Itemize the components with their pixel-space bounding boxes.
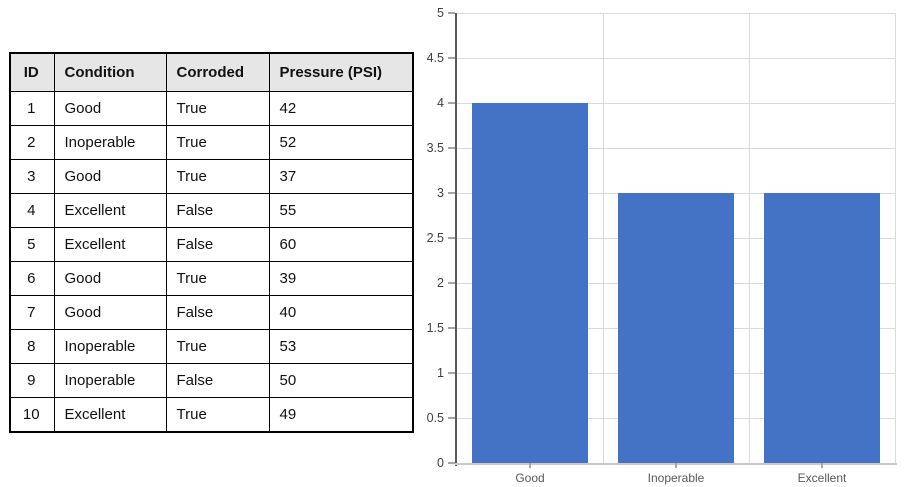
y-tick-label: 3 (437, 186, 444, 200)
pipes-data-table: ID Condition Corroded Pressure (PSI) 1 Good T… (9, 52, 414, 433)
y-tick-mark (448, 282, 455, 284)
table-cell: Good (53, 91, 167, 126)
y-tick-mark (448, 57, 455, 59)
x-category-label-good: Good (515, 471, 545, 485)
table-cell: 52 (268, 125, 414, 160)
table-cell: 10 (9, 397, 55, 433)
table-cell: Excellent (53, 397, 167, 433)
x-gridline (602, 13, 604, 463)
y-tick-label: 1.5 (426, 321, 444, 335)
y-tick-mark (448, 417, 455, 419)
y-gridline (457, 102, 895, 104)
table-cell: 49 (268, 397, 414, 433)
y-gridline (457, 12, 895, 14)
table-cell: 8 (9, 329, 55, 364)
table-cell: 7 (9, 295, 55, 330)
table-cell: 53 (268, 329, 414, 364)
table-cell: 3 (9, 159, 55, 194)
table-body: 1 Good True 42 2 Inoperable True 52 3 Good True 37 4… (9, 91, 414, 433)
y-tick-label: 2.5 (426, 231, 444, 245)
y-gridline (457, 147, 895, 149)
table-cell: 1 (9, 91, 55, 126)
header-cell-pressure-psi: Pressure (PSI) (268, 52, 414, 92)
table-cell: Excellent (53, 193, 167, 228)
table-cell: False (165, 363, 270, 398)
y-tick-mark (448, 327, 455, 329)
y-tick-mark (448, 372, 455, 374)
y-tick-label: 1 (437, 366, 444, 380)
table-cell: True (165, 91, 270, 126)
y-tick-label: 0.5 (426, 411, 444, 425)
table-cell: 60 (268, 227, 414, 262)
table-cell: 42 (268, 91, 414, 126)
y-tick-label: 4 (437, 96, 444, 110)
table-cell: 39 (268, 261, 414, 296)
x-category-label-excellent: Excellent (797, 471, 847, 485)
header-cell-condition: Condition (53, 52, 167, 92)
y-tick-mark (448, 237, 455, 239)
table-header-row: ID Condition Corroded Pressure (PSI) (9, 52, 414, 92)
bar-excellent (764, 193, 880, 463)
x-tick-mark (529, 463, 531, 468)
table-header: ID Condition Corroded Pressure (PSI) (9, 52, 414, 92)
header-cell-corroded: Corroded (165, 52, 270, 92)
y-axis-line (455, 13, 457, 466)
table-cell: False (165, 295, 270, 330)
table-row: 8 Inoperable True 53 (9, 329, 414, 364)
table-row: 5 Excellent False 60 (9, 227, 414, 262)
table-cell: 9 (9, 363, 55, 398)
table-row: 6 Good True 39 (9, 261, 414, 296)
table-cell: 50 (268, 363, 414, 398)
y-tick-mark (448, 462, 455, 464)
table-cell: 6 (9, 261, 55, 296)
x-tick-mark (821, 463, 823, 468)
table-row: 2 Inoperable True 52 (9, 125, 414, 160)
table-cell: 2 (9, 125, 55, 160)
table-cell: 40 (268, 295, 414, 330)
y-tick-label: 3.5 (426, 141, 444, 155)
table-cell: Good (53, 295, 167, 330)
table-cell: Inoperable (53, 329, 167, 364)
x-gridline (894, 13, 896, 463)
table-row: 10 Excellent True 49 (9, 397, 414, 433)
table-cell: Inoperable (53, 363, 167, 398)
y-gridline (457, 57, 895, 59)
table-cell: Excellent (53, 227, 167, 262)
table-cell: Good (53, 261, 167, 296)
x-category-label-inoperable: Inoperable (647, 471, 705, 485)
table-cell: False (165, 193, 270, 228)
table-row: 4 Excellent False 55 (9, 193, 414, 228)
y-tick-mark (448, 102, 455, 104)
table-cell: True (165, 125, 270, 160)
y-tick-mark (448, 12, 455, 14)
table-cell: 55 (268, 193, 414, 228)
table-row: 3 Good True 37 (9, 159, 414, 194)
table-cell: 37 (268, 159, 414, 194)
table-cell: True (165, 329, 270, 364)
table-cell: False (165, 227, 270, 262)
header-cell-id: ID (9, 52, 55, 92)
y-tick-label: 5 (437, 6, 444, 20)
table-row: 7 Good False 40 (9, 295, 414, 330)
x-gridline (748, 13, 750, 463)
table-cell: 5 (9, 227, 55, 262)
table-row: 9 Inoperable False 50 (9, 363, 414, 398)
y-tick-label: 4.5 (426, 51, 444, 65)
bar-good (472, 103, 588, 463)
table-cell: True (165, 159, 270, 194)
table-cell: True (165, 261, 270, 296)
x-tick-mark (675, 463, 677, 468)
table-cell: Inoperable (53, 125, 167, 160)
y-tick-label: 0 (437, 456, 444, 470)
table-row: 1 Good True 42 (9, 91, 414, 126)
y-tick-mark (448, 192, 455, 194)
table-cell: 4 (9, 193, 55, 228)
y-tick-mark (448, 147, 455, 149)
y-tick-label: 2 (437, 276, 444, 290)
condition-count-bar-chart: 0 0.5 1 1.5 2 2.5 3 3.5 4 4.5 5 Good Inoperable Excel… (427, 6, 897, 485)
bar-inoperable (618, 193, 734, 463)
table-cell: Good (53, 159, 167, 194)
table-cell: True (165, 397, 270, 433)
